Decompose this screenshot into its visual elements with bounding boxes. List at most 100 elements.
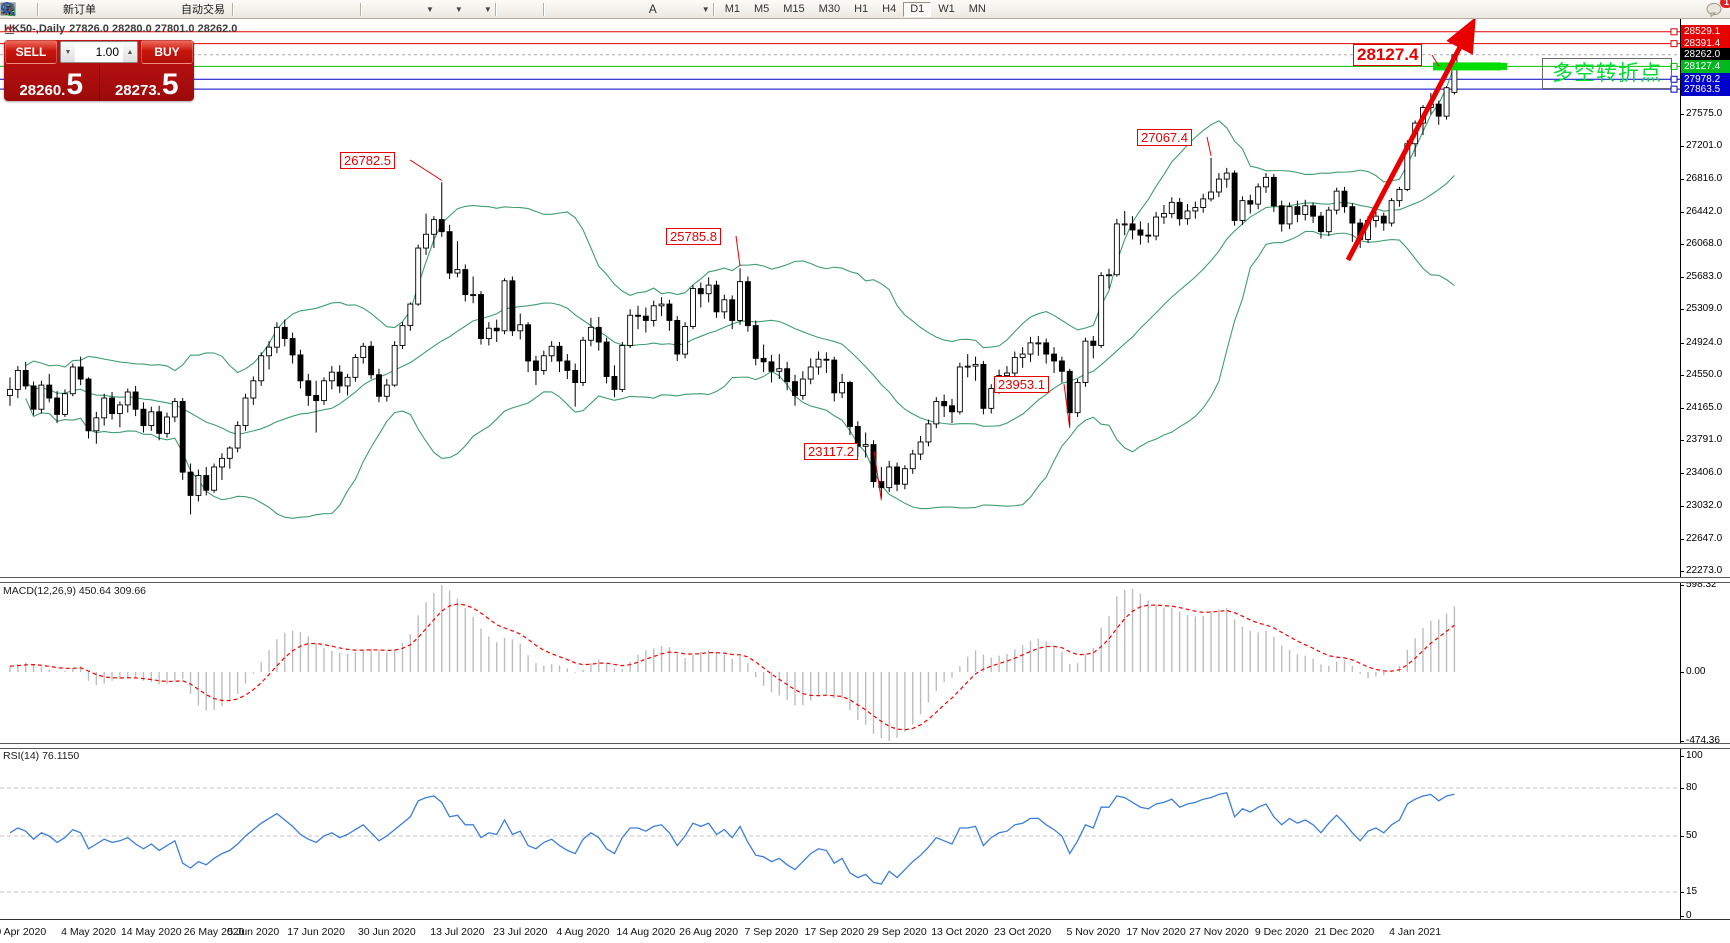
timeframe-m15[interactable]: M15 xyxy=(783,2,805,15)
bullish-trend-arrow[interactable] xyxy=(1345,18,1476,262)
periods-dropdown-arrow[interactable]: ▼ xyxy=(454,4,463,14)
volume-field: ▼ 1.00 ▲ xyxy=(60,41,138,63)
date-axis-tick: 20 Apr 2020 xyxy=(0,926,47,938)
candlestick-chart-icon[interactable] xyxy=(2,1,277,17)
candle xyxy=(831,359,838,394)
timeframe-d1[interactable]: D1 xyxy=(903,1,932,17)
volume-increase-button[interactable]: ▲ xyxy=(123,42,137,62)
macd-panel-canvas[interactable] xyxy=(0,583,1680,744)
price-callout-label[interactable]: 28127.4 xyxy=(1353,44,1423,66)
vertical-line-tool-icon[interactable] xyxy=(5,1,568,17)
label-tool-icon[interactable]: T xyxy=(1,1,681,17)
cursor-tool-icon[interactable] xyxy=(4,1,520,17)
horizontal-line-tool-icon[interactable] xyxy=(2,1,588,17)
price-callout-label[interactable]: 23117.2 xyxy=(804,443,859,460)
periods-icon[interactable] xyxy=(434,1,454,17)
shapes-tool-icon[interactable] xyxy=(4,1,701,17)
templates-dropdown-arrow[interactable]: ▼ xyxy=(483,4,492,14)
trendline-tool-icon[interactable] xyxy=(1,1,608,17)
bid-price[interactable]: 28260. 5 xyxy=(4,64,100,101)
candle xyxy=(1113,223,1120,276)
date-axis-tick: 5 Nov 2020 xyxy=(1066,926,1121,938)
callout-connector xyxy=(1206,136,1212,156)
candle xyxy=(218,457,225,468)
rsi-axis-tick: 100 xyxy=(1686,750,1703,761)
candle xyxy=(1302,205,1309,215)
new-order-icon[interactable] xyxy=(1,1,62,17)
candle xyxy=(383,384,390,397)
zoom-in-icon[interactable] xyxy=(1,1,317,17)
price-callout-label[interactable]: 23953.1 xyxy=(994,376,1049,393)
market-watch-icon[interactable] xyxy=(0,1,34,17)
templates-icon[interactable] xyxy=(1,1,483,17)
new-order-label[interactable]: 新订单 xyxy=(63,4,96,16)
channel-tool-icon[interactable]: E xyxy=(0,1,628,17)
tile-windows-icon[interactable] xyxy=(2,1,357,17)
timeframe-h1[interactable]: H1 xyxy=(854,2,869,15)
price-chart-canvas[interactable] xyxy=(0,18,1680,577)
line-handle-square[interactable] xyxy=(1670,40,1678,48)
callout-connector xyxy=(873,450,882,501)
timeframe-m5[interactable]: M5 xyxy=(753,2,770,15)
line-chart-icon[interactable] xyxy=(1,1,297,17)
autotrading-icon[interactable] xyxy=(0,1,180,17)
arrange-charts-icon[interactable] xyxy=(1,1,385,17)
indicators-dropdown-arrow[interactable]: ▼ xyxy=(426,4,434,14)
line-handle-square[interactable] xyxy=(1670,85,1678,93)
resistance-highlight-bar[interactable] xyxy=(1433,62,1501,71)
ask-price[interactable]: 28273. 5 xyxy=(100,64,195,101)
timeframe-h4[interactable]: H4 xyxy=(882,2,897,15)
signals-icon[interactable] xyxy=(3,1,160,17)
search-icon[interactable] xyxy=(1,1,1700,17)
rsi-axis-tick-mark xyxy=(1680,836,1684,837)
price-axis-tick: 22273.0 xyxy=(1686,565,1723,576)
candle xyxy=(1255,186,1262,205)
cascade-charts-icon[interactable] xyxy=(1,1,405,17)
candle xyxy=(454,269,461,274)
candle xyxy=(949,405,955,413)
bar-chart-icon[interactable] xyxy=(2,1,257,17)
zoom-out-icon[interactable] xyxy=(1,1,337,17)
rsi-axis-tick-mark xyxy=(1680,756,1684,757)
candle xyxy=(266,346,272,357)
price-callout-label[interactable]: 25785.8 xyxy=(666,228,721,245)
pivot-annotation-textbox[interactable]: 多空转折点 xyxy=(1542,58,1672,89)
text-tool-icon[interactable]: A xyxy=(648,2,657,16)
styler-icon[interactable] xyxy=(1,1,120,17)
terminal-icon[interactable] xyxy=(1,1,140,17)
shapes-dropdown-arrow[interactable]: ▼ xyxy=(701,4,710,14)
volume-decrease-button[interactable]: ▼ xyxy=(61,42,75,62)
line-handle-square[interactable] xyxy=(1500,62,1507,70)
candle xyxy=(972,363,979,367)
price-callout-label[interactable]: 27067.4 xyxy=(1137,129,1192,146)
panel-separator[interactable] xyxy=(0,743,1730,749)
timeframe-m30[interactable]: M30 xyxy=(818,2,841,15)
candle xyxy=(1388,200,1395,224)
fibonacci-tool-icon[interactable]: F xyxy=(2,1,648,17)
volume-value[interactable]: 1.00 xyxy=(95,45,119,59)
indicators-icon[interactable] xyxy=(0,1,425,17)
candle xyxy=(1082,340,1089,383)
sell-button[interactable]: SELL xyxy=(5,40,57,64)
candle xyxy=(619,344,626,390)
panel-separator[interactable] xyxy=(0,577,1730,583)
timeframe-m1[interactable]: M1 xyxy=(724,2,740,15)
price-callout-label[interactable]: 26782.5 xyxy=(340,152,395,169)
autotrading-label[interactable]: 自动交易 xyxy=(181,4,225,16)
rsi-panel-canvas[interactable] xyxy=(0,748,1680,918)
line-handle-square[interactable] xyxy=(1670,28,1678,36)
candle xyxy=(415,247,422,305)
macd-axis-tick: -474.36 xyxy=(1686,735,1720,746)
candle xyxy=(1153,216,1160,237)
timeframe-mn[interactable]: MN xyxy=(968,2,986,15)
candle xyxy=(485,327,492,339)
notifications-icon[interactable]: 1 xyxy=(1706,0,1730,17)
crosshair-tool-icon[interactable] xyxy=(1,1,540,17)
candle xyxy=(77,366,84,380)
candle xyxy=(93,417,100,432)
candle xyxy=(1168,201,1175,215)
timeframe-w1[interactable]: W1 xyxy=(938,2,955,15)
candle xyxy=(1051,353,1058,362)
buy-button[interactable]: BUY xyxy=(141,40,193,64)
candle xyxy=(54,397,61,415)
